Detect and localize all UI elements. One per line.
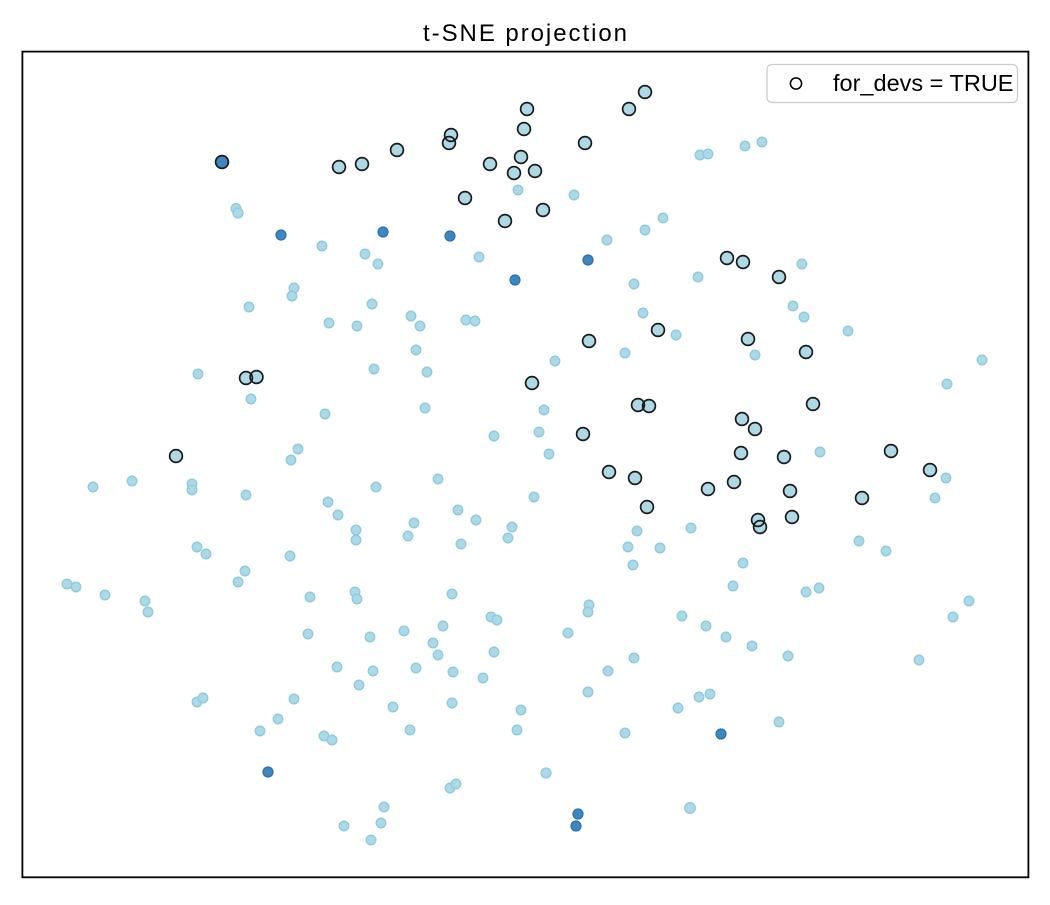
svg-text:for_devs = TRUE: for_devs = TRUE bbox=[833, 70, 1013, 96]
svg-text:t-SNE projection: t-SNE projection bbox=[423, 20, 629, 47]
